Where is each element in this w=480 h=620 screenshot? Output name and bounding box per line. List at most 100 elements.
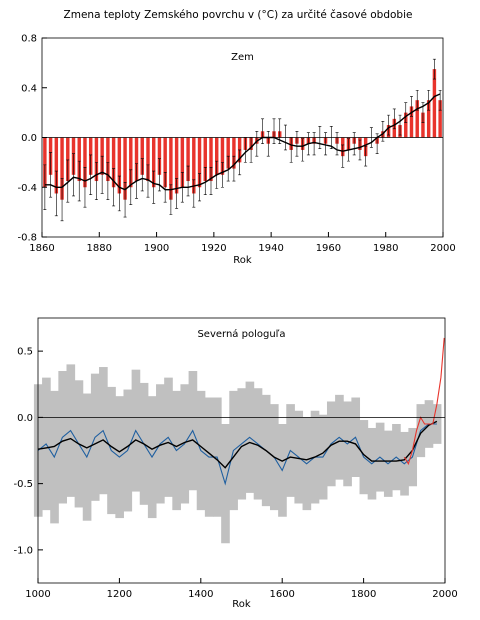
- y-tick-label: 0.5: [17, 347, 33, 358]
- bar: [438, 100, 442, 138]
- error-bar: [238, 149, 242, 176]
- error-bar: [381, 121, 385, 142]
- error-bar: [186, 165, 190, 197]
- error-bar: [324, 132, 328, 156]
- bar: [226, 137, 230, 169]
- bar: [426, 100, 431, 138]
- error-bar: [203, 167, 207, 196]
- x-tick-label: 1400: [188, 589, 213, 600]
- bar: [163, 137, 167, 188]
- error-bar: [438, 89, 442, 111]
- error-bar: [100, 155, 104, 194]
- bar: [94, 137, 99, 182]
- x-tick-label: 2000: [432, 589, 457, 600]
- annotation: Zem: [231, 52, 254, 63]
- error-bar: [106, 162, 110, 200]
- y-tick-label: 0.0: [17, 413, 33, 424]
- bar: [134, 137, 139, 182]
- error-bar: [83, 167, 87, 208]
- bar: [409, 106, 414, 138]
- y-tick-label: -1.0: [13, 545, 33, 556]
- error-bar: [341, 144, 345, 168]
- error-bar: [140, 158, 144, 192]
- error-bar: [404, 102, 408, 123]
- x-tick-label: 1600: [269, 589, 294, 600]
- error-bar: [72, 153, 76, 197]
- annotation: Severná pologuľa: [197, 328, 285, 340]
- bar: [43, 137, 47, 188]
- error-bar: [335, 132, 339, 156]
- bar: [232, 137, 236, 169]
- bar: [117, 137, 122, 194]
- x-tick-label: 2000: [430, 243, 455, 254]
- bar: [157, 137, 162, 175]
- line: [403, 337, 445, 466]
- y-tick-label: -0.4: [17, 183, 37, 194]
- bar: [209, 137, 213, 182]
- x-tick-label: 1800: [351, 589, 376, 600]
- uncertainty-band: [432, 404, 442, 444]
- error-bar: [352, 132, 356, 156]
- error-bar: [398, 114, 402, 136]
- bar: [432, 69, 437, 138]
- chart-title: Zmena teploty Zemského povrchu v (°C) za…: [64, 9, 413, 21]
- error-bar: [198, 173, 202, 202]
- error-bar: [163, 172, 167, 203]
- error-bar: [146, 164, 150, 198]
- x-tick-label: 1980: [373, 243, 398, 254]
- error-bar: [77, 160, 81, 202]
- error-bar: [54, 170, 58, 217]
- plot-frame: [37, 317, 446, 584]
- line: [44, 93, 441, 191]
- bar: [174, 137, 179, 194]
- bar: [215, 137, 219, 175]
- bar: [203, 137, 207, 182]
- x-axis-label: Rok: [232, 599, 251, 610]
- bar: [421, 112, 425, 138]
- error-bar: [175, 178, 179, 209]
- line: [37, 420, 438, 469]
- bar: [186, 137, 190, 182]
- error-bar: [89, 154, 93, 196]
- x-tick-label: 1200: [107, 589, 132, 600]
- bar: [180, 137, 185, 188]
- bar: [220, 137, 225, 175]
- bar: [169, 137, 173, 200]
- x-tick-label: 1900: [144, 243, 169, 254]
- error-bar: [209, 167, 213, 196]
- error-bar: [232, 155, 236, 182]
- bar: [404, 112, 408, 138]
- error-bar: [66, 159, 70, 203]
- line: [37, 423, 437, 486]
- x-tick-label: 1000: [25, 589, 50, 600]
- error-bar: [301, 138, 305, 162]
- error-bar: [266, 130, 270, 157]
- bar: [129, 137, 133, 188]
- error-bar: [192, 179, 196, 208]
- bar: [415, 100, 419, 138]
- error-bar: [261, 118, 265, 145]
- y-tick-label: 0.4: [21, 83, 37, 94]
- x-tick-label: 1880: [87, 243, 112, 254]
- error-bar: [432, 58, 436, 80]
- x-tick-label: 1860: [29, 243, 54, 254]
- bar: [54, 137, 59, 194]
- error-bar: [49, 152, 53, 198]
- error-bar: [226, 155, 230, 182]
- bar: [197, 137, 202, 188]
- y-tick-label: 0.0: [21, 133, 37, 144]
- error-bar: [272, 118, 276, 145]
- x-tick-label: 1940: [258, 243, 283, 254]
- bar: [106, 137, 110, 182]
- bar: [123, 137, 127, 200]
- x-tick-label: 1920: [201, 243, 226, 254]
- error-bar: [112, 168, 116, 207]
- x-tick-label: 1960: [316, 243, 341, 254]
- error-bar: [387, 114, 391, 136]
- bar: [192, 137, 196, 194]
- bar: [151, 137, 156, 188]
- error-bar: [129, 169, 133, 205]
- error-bar: [427, 89, 431, 111]
- error-bar: [94, 162, 98, 200]
